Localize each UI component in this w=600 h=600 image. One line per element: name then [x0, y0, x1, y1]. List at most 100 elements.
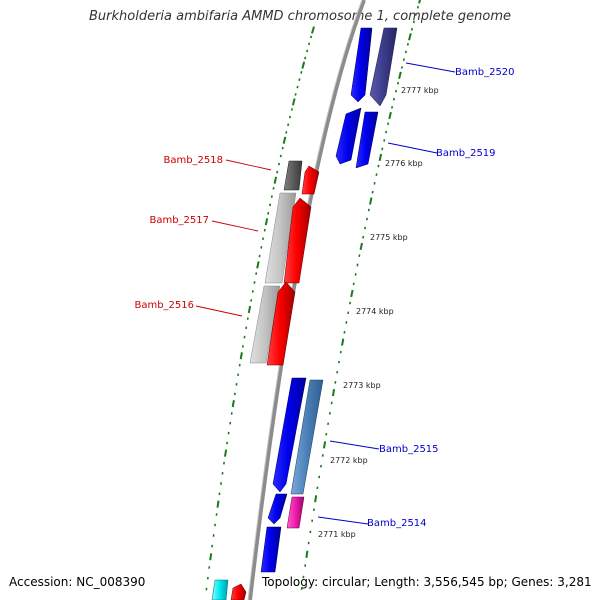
gene-glyph-bamb-2518-pair[interactable]: [301, 165, 320, 195]
gene-label-bamb-2515[interactable]: Bamb_2515: [379, 444, 439, 455]
outer-ring-minor-tick: [394, 89, 398, 93]
inner-ring-minor-tick: [267, 211, 270, 215]
outer-ring-minor-tick: [412, 20, 415, 24]
inner-ring-major-tick: [231, 400, 235, 408]
inner-ring-minor-tick: [296, 85, 299, 89]
gene-glyph-bamb-2515[interactable]: [290, 379, 324, 495]
gene-glyph-bamb-2515-pair-a[interactable]: [272, 377, 307, 493]
kbp-label-2777: 2777 kbp: [401, 86, 439, 95]
outer-ring-major-tick: [350, 289, 354, 298]
outer-ring-major-tick: [408, 33, 412, 41]
inner-ring-major-tick: [224, 449, 228, 457]
outer-ring-minor-tick: [371, 190, 374, 194]
gene-glyph-bamb-2517[interactable]: [264, 192, 297, 284]
inner-ring-minor-tick: [262, 237, 265, 241]
leader-line-bamb-2520: [405, 62, 456, 73]
gene-glyph-bamb-2520-pair-a[interactable]: [350, 27, 373, 103]
outer-ring-minor-tick: [404, 50, 407, 54]
outer-ring-minor-tick: [402, 58, 405, 62]
gene-glyph-partial-red[interactable]: [230, 583, 247, 600]
gene-glyph-bamb-2514[interactable]: [286, 496, 305, 529]
gene-glyph-bamb-2520[interactable]: [369, 27, 398, 107]
inner-ring-major-tick: [256, 261, 260, 269]
outer-ring-minor-tick: [391, 106, 394, 109]
outer-ring-minor-tick: [385, 130, 388, 134]
inner-ring-minor-tick: [287, 123, 290, 127]
gene-glyph-partial-cyan[interactable]: [211, 579, 229, 600]
leader-line-bamb-2515: [329, 440, 380, 450]
inner-ring-minor-tick: [308, 42, 311, 46]
inner-ring-minor-tick: [294, 93, 297, 96]
inner-ring-minor-tick: [288, 115, 292, 119]
gene-glyph-bamb-2516-pair[interactable]: [266, 281, 296, 366]
outer-ring-minor-tick: [367, 208, 370, 212]
inner-ring-minor-tick: [298, 78, 301, 82]
outer-ring-minor-tick: [410, 27, 413, 31]
gene-glyph-bamb-2519[interactable]: [355, 111, 379, 169]
outer-ring-major-tick: [388, 111, 392, 120]
outer-ring-minor-tick: [414, 13, 418, 16]
accession-text: Accession: NC_008390: [9, 575, 146, 589]
outer-ring-major-tick: [341, 338, 345, 346]
outer-ring-minor-tick: [345, 321, 348, 324]
outer-ring-minor-tick: [406, 42, 409, 46]
inner-ring-minor-tick: [270, 195, 273, 198]
outer-ring-minor-tick: [364, 226, 367, 230]
gene-label-bamb-2520[interactable]: Bamb_2520: [455, 67, 515, 78]
inner-ring-major-tick: [264, 218, 269, 226]
inner-ring-major-tick: [247, 305, 252, 314]
inner-ring-major-tick: [291, 98, 296, 106]
inner-ring-minor-tick: [290, 108, 293, 111]
gene-label-bamb-2517[interactable]: Bamb_2517: [149, 215, 209, 226]
gene-label-bamb-2514[interactable]: Bamb_2514: [367, 518, 427, 529]
leader-line-bamb-2516: [195, 305, 243, 317]
inner-ring-minor-tick: [272, 187, 275, 190]
outer-ring-major-tick: [359, 242, 363, 251]
inner-ring-minor-tick: [263, 228, 266, 232]
leader-line-bamb-2519: [387, 142, 438, 154]
inner-ring-minor-tick: [277, 162, 281, 166]
inner-ring-major-tick: [239, 352, 243, 360]
kbp-label-2771: 2771 kbp: [318, 530, 356, 539]
outer-ring-minor-tick: [365, 217, 368, 221]
outer-ring-major-tick: [398, 71, 402, 79]
gene-label-bamb-2518[interactable]: Bamb_2518: [163, 155, 223, 166]
inner-ring-major-tick: [301, 61, 306, 69]
outer-ring-minor-tick: [362, 235, 365, 239]
gene-glyph-bamb-2517-pair[interactable]: [283, 197, 312, 284]
gene-glyph-bamb-2514-pair-a[interactable]: [267, 493, 288, 525]
outer-ring-major-tick: [331, 389, 336, 397]
kbp-label-2776: 2776 kbp: [385, 159, 423, 168]
outer-ring-minor-tick: [358, 254, 361, 257]
inner-ring-major-tick: [209, 553, 213, 561]
outer-ring-major-tick: [323, 441, 327, 449]
gene-glyph-bamb-2518[interactable]: [283, 160, 303, 191]
inner-ring-minor-tick: [276, 170, 279, 174]
gene-label-bamb-2516[interactable]: Bamb_2516: [134, 300, 194, 311]
inner-ring-minor-tick: [260, 246, 263, 249]
gene-label-bamb-2519[interactable]: Bamb_2519: [436, 148, 496, 159]
outer-ring-major-tick: [369, 197, 373, 205]
gene-glyph-bamb-2516[interactable]: [249, 285, 281, 364]
outer-ring-minor-tick: [387, 122, 390, 126]
inner-ring-minor-tick: [300, 70, 303, 74]
gene-glyph-bamb-2519-pair-a[interactable]: [335, 107, 362, 165]
leader-line-bamb-2518: [225, 159, 272, 171]
leader-line-bamb-2517: [211, 220, 259, 232]
inner-ring-minor-tick: [309, 35, 313, 39]
inner-ring-minor-tick: [269, 203, 272, 207]
outer-ring-major-tick: [314, 495, 318, 503]
outer-ring-minor-tick: [392, 97, 396, 101]
inner-ring-minor-tick: [285, 131, 288, 134]
outer-ring-minor-tick: [396, 81, 399, 85]
outer-ring-minor-tick: [334, 381, 337, 384]
outer-ring-major-tick: [378, 153, 383, 162]
inner-ring-minor-tick: [281, 146, 284, 150]
outer-ring-minor-tick: [354, 273, 357, 276]
outer-ring-minor-tick: [349, 301, 352, 305]
kbp-label-2775: 2775 kbp: [370, 233, 408, 242]
gene-glyph-bamb-2513[interactable]: [260, 526, 282, 573]
outer-ring-minor-tick: [383, 139, 386, 142]
outer-ring-minor-tick: [381, 147, 384, 151]
